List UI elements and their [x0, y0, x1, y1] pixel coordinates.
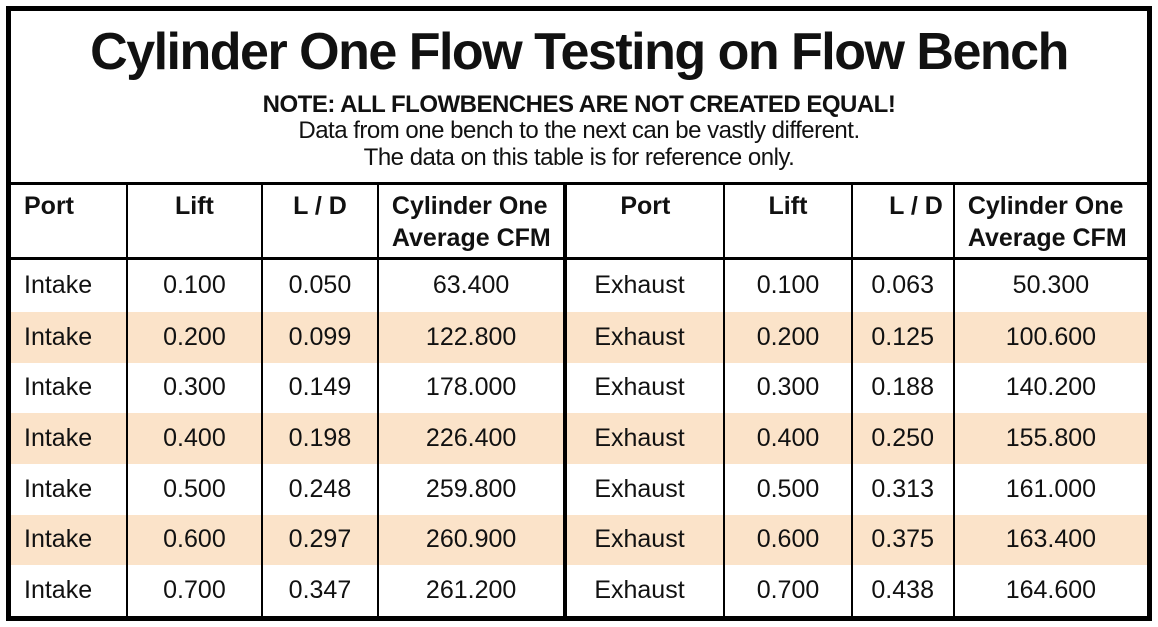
- table-cell: Exhaust: [563, 258, 725, 312]
- column-header-line: Cylinder One: [967, 192, 1124, 220]
- outer-frame: Cylinder One Flow Testing on Flow Bench …: [6, 6, 1152, 621]
- page-title: Cylinder One Flow Testing on Flow Bench: [90, 23, 1069, 81]
- table-cell: 178.000: [376, 362, 566, 414]
- table-cell: 0.600: [723, 514, 852, 566]
- table-cell: 0.248: [261, 463, 378, 515]
- table-cell: Exhaust: [563, 362, 725, 414]
- table-cell: 0.250: [850, 413, 954, 464]
- column-header-line: Port: [620, 192, 671, 220]
- table-cell: Exhaust: [563, 463, 725, 515]
- column-header: Lift: [723, 183, 852, 259]
- table-row: Intake 0.200 0.099 122.800 Exhaust 0.200 0.125…: [11, 311, 1147, 363]
- table-cell: Exhaust: [563, 565, 725, 616]
- table-cell: 140.200: [952, 362, 1147, 414]
- table-cell: 0.200: [125, 311, 263, 363]
- column-header-line: Average CFM: [967, 224, 1127, 252]
- table-cell: 63.400: [376, 258, 566, 312]
- table-cell: 0.050: [261, 258, 378, 312]
- table-cell: 0.188: [850, 362, 954, 414]
- table-cell: Exhaust: [563, 413, 725, 464]
- column-header-line: Lift: [768, 192, 808, 220]
- table-cell: Intake: [24, 576, 93, 605]
- header-row: Port Lift L / D Cylinder One Average CFM Port…: [11, 183, 1147, 259]
- table-cell: 0.400: [723, 413, 852, 464]
- table-cell: 0.099: [261, 311, 378, 363]
- table-cell: 0.100: [125, 258, 263, 312]
- table-cell: 0.063: [850, 258, 954, 312]
- table-cell: 0.149: [261, 362, 378, 414]
- table-row: Intake 0.300 0.149 178.000 Exhaust 0.300 0.188…: [11, 362, 1147, 414]
- column-header-line: Average CFM: [391, 224, 551, 252]
- note-line-2: Data from one bench to the next can be v…: [298, 116, 860, 144]
- table-cell: 164.600: [952, 565, 1147, 616]
- table-cell: 0.400: [125, 413, 263, 464]
- table-cell: Intake: [24, 525, 93, 554]
- column-header: Port: [563, 183, 725, 259]
- table-cell: 0.500: [723, 463, 852, 515]
- table-cell: 260.900: [376, 514, 566, 566]
- column-header-line: Lift: [175, 192, 214, 220]
- table-row: Intake 0.600 0.297 260.900 Exhaust 0.600 0.375…: [11, 514, 1147, 566]
- table-cell: 122.800: [376, 311, 566, 363]
- table-row: Intake 0.400 0.198 226.400 Exhaust 0.400 0.250…: [11, 413, 1147, 464]
- column-header: L / D: [261, 183, 378, 259]
- table-row: Intake 0.700 0.347 261.200 Exhaust 0.700 0.438…: [11, 565, 1147, 616]
- table-cell: 50.300: [952, 258, 1147, 312]
- table-cell: 226.400: [376, 413, 566, 464]
- table-cell: 0.200: [723, 311, 852, 363]
- table-cell: 0.300: [125, 362, 263, 414]
- table-cell: 0.300: [723, 362, 852, 414]
- table-cell: 0.347: [261, 565, 378, 616]
- column-header: Lift: [125, 183, 263, 259]
- table-cell: 0.500: [125, 463, 263, 515]
- table-cell: Intake: [24, 424, 93, 453]
- table-cell: 100.600: [952, 311, 1147, 363]
- note-line-3: The data on this table is for reference …: [363, 143, 795, 171]
- table-cell: Exhaust: [563, 311, 725, 363]
- table-cell: 259.800: [376, 463, 566, 515]
- column-header: Cylinder One Average CFM: [952, 183, 1147, 259]
- table-cell: 0.100: [723, 258, 852, 312]
- table-cell: Intake: [24, 271, 93, 300]
- table-cell: 261.200: [376, 565, 566, 616]
- table-cell: Exhaust: [563, 514, 725, 566]
- flow-data-table: Port Lift L / D Cylinder One Average CFM Port…: [11, 182, 1147, 616]
- column-header-line: L / D: [293, 192, 347, 220]
- table-cell: 0.438: [850, 565, 954, 616]
- table-cell: Intake: [24, 322, 93, 351]
- table-cell: 0.125: [850, 311, 954, 363]
- column-header: Port: [11, 184, 127, 259]
- table-cell: 0.700: [125, 565, 263, 616]
- column-header-line: Cylinder One: [391, 192, 548, 220]
- table-cell: 0.375: [850, 514, 954, 566]
- column-header-line: Port: [24, 192, 74, 220]
- table-cell: 161.000: [952, 463, 1147, 515]
- header-block: Cylinder One Flow Testing on Flow Bench …: [11, 11, 1147, 182]
- table-cell: 163.400: [952, 514, 1147, 566]
- note-headline: NOTE: ALL FLOWBENCHES ARE NOT CREATED EQ…: [262, 90, 896, 118]
- table-cell: Intake: [24, 474, 93, 503]
- table-cell: 0.297: [261, 514, 378, 566]
- table-row: Intake 0.500 0.248 259.800 Exhaust 0.500 0.313…: [11, 463, 1147, 515]
- table-cell: 155.800: [952, 413, 1147, 464]
- table-cell: Intake: [24, 373, 93, 402]
- table-wrap: Port Lift L / D Cylinder One Average CFM Port…: [11, 182, 1147, 616]
- table-cell: 0.600: [125, 514, 263, 566]
- column-header: Cylinder One Average CFM: [376, 183, 566, 259]
- column-header-line: L / D: [889, 192, 943, 220]
- table-cell: 0.700: [723, 565, 852, 616]
- column-header: L / D: [850, 183, 954, 259]
- table-cell: 0.198: [261, 413, 378, 464]
- table-cell: 0.313: [850, 463, 954, 515]
- table-row: Intake 0.100 0.050 63.400 Exhaust 0.100 0.063 5…: [11, 258, 1147, 312]
